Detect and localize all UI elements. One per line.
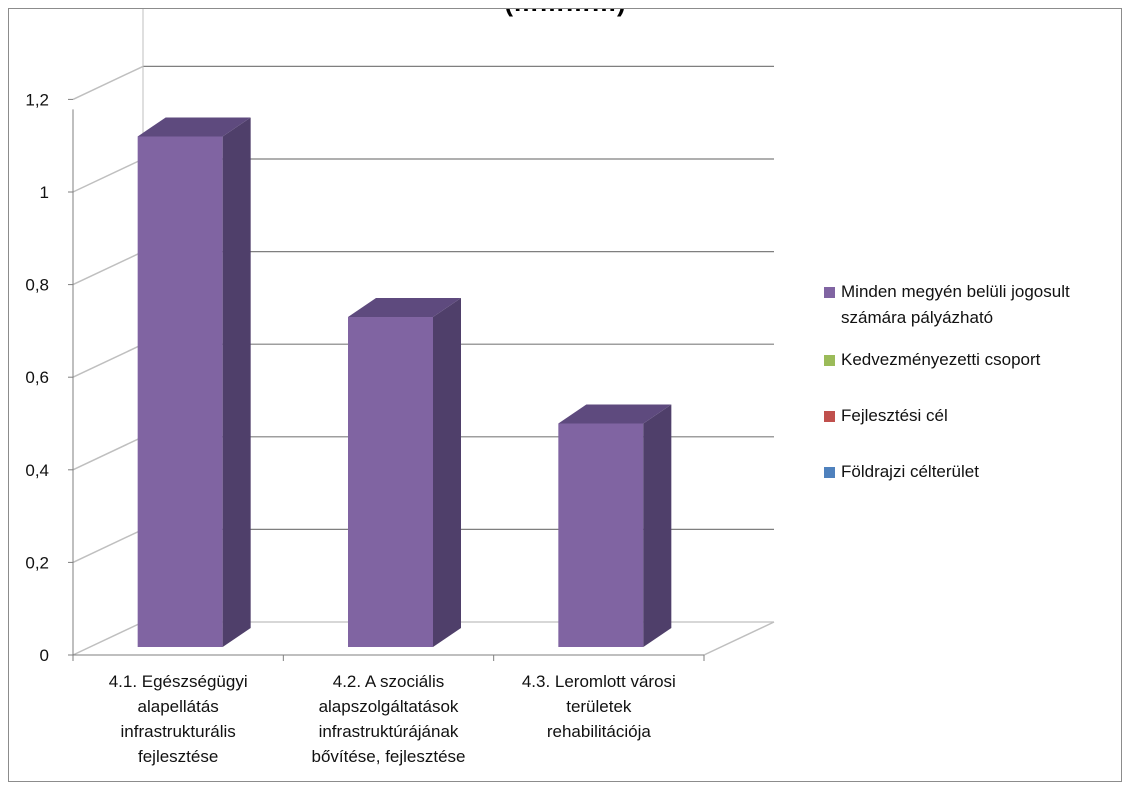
- bar-top: [558, 404, 672, 424]
- legend-label: Minden megyén belüli jogosult számára pál…: [841, 279, 1070, 331]
- x-tick-label-line: alapellátás: [137, 697, 219, 716]
- legend-swatch: [824, 287, 835, 298]
- x-tick-label-line: fejlesztése: [137, 747, 219, 766]
- bar: [558, 423, 644, 647]
- y-tick-label: 0,6: [25, 368, 49, 387]
- legend-item: Kedvezményezetti csoport: [824, 347, 1121, 373]
- legend-label-line: Földrajzi célterület: [841, 462, 979, 481]
- side-wall-gridline: [72, 250, 144, 286]
- bar-side: [433, 298, 461, 647]
- legend-swatch: [824, 467, 835, 478]
- y-tick-label: 0,2: [25, 553, 49, 572]
- y-tick-label: 1: [40, 183, 49, 202]
- legend-swatch: [824, 411, 835, 422]
- legend-item: Fejlesztési cél: [824, 403, 1121, 429]
- bar: [137, 136, 223, 647]
- legend-label: Földrajzi célterület: [841, 459, 979, 485]
- legend-label-line: Kedvezményezetti csoport: [841, 350, 1041, 369]
- legend-label-line: Fejlesztési cél: [841, 406, 948, 425]
- x-tick-label-line: 4.3. Leromlott városi: [521, 672, 676, 691]
- legend-item: Minden megyén belüli jogosult számára pál…: [824, 279, 1121, 331]
- side-wall-gridline: [72, 65, 144, 101]
- x-tick-label-line: alapszolgáltatások: [318, 697, 459, 716]
- bar-side: [222, 117, 251, 647]
- legend-label-line: számára pályázható: [841, 308, 994, 327]
- side-wall-gridline: [72, 621, 144, 656]
- bar: [348, 317, 433, 647]
- legend-label: Fejlesztési cél: [841, 403, 948, 429]
- x-tick-label-line: bővítése, fejlesztése: [311, 747, 466, 766]
- side-wall-gridline: [72, 158, 144, 193]
- bar-top: [348, 298, 461, 318]
- x-tick-label-line: rehabilitációja: [546, 722, 651, 741]
- legend: Minden megyén belüli jogosult számára pál…: [824, 279, 1121, 485]
- y-tick-label: 0,4: [25, 461, 49, 480]
- chart-frame: (…………) 0 0,2 0,4 0,6 0,8 1 1,2 4.1. Egészségüg…: [8, 8, 1122, 782]
- legend-label-line: Minden megyén belüli jogosult: [841, 282, 1070, 301]
- side-wall-gridline: [72, 343, 144, 378]
- y-tick-label: 0: [40, 646, 49, 665]
- legend-label: Kedvezményezetti csoport: [841, 347, 1040, 373]
- chart-title: (…………): [9, 9, 1121, 18]
- x-tick-label-line: területek: [566, 697, 632, 716]
- x-tick-label-line: 4.1. Egészségügyi: [108, 672, 248, 691]
- x-tick-label-line: infrastruktúrájának: [318, 722, 459, 741]
- y-tick-label: 0,8: [25, 276, 49, 295]
- y-tick-label: 1,2: [25, 90, 49, 109]
- legend-item: Földrajzi célterület: [824, 459, 1121, 485]
- x-tick-label: 4.3. Leromlott városi területek rehabilitá…: [504, 669, 694, 744]
- legend-swatch: [824, 355, 835, 366]
- side-wall-gridline: [72, 436, 144, 471]
- x-tick-label-line: 4.2. A szociális: [332, 672, 445, 691]
- side-wall-gridline: [72, 528, 144, 564]
- bar-top: [137, 117, 251, 137]
- x-tick-label: 4.2. A szociális alapszolgáltatások infras…: [294, 669, 484, 769]
- chart-plot: 0 0,2 0,4 0,6 0,8 1 1,2: [25, 9, 775, 665]
- floor-edge: [703, 621, 775, 656]
- x-tick-label-line: infrastrukturális: [120, 722, 236, 741]
- bar-side: [643, 404, 672, 647]
- x-tick-label: 4.1. Egészségügyi alapellátás infrastruktu…: [83, 669, 273, 769]
